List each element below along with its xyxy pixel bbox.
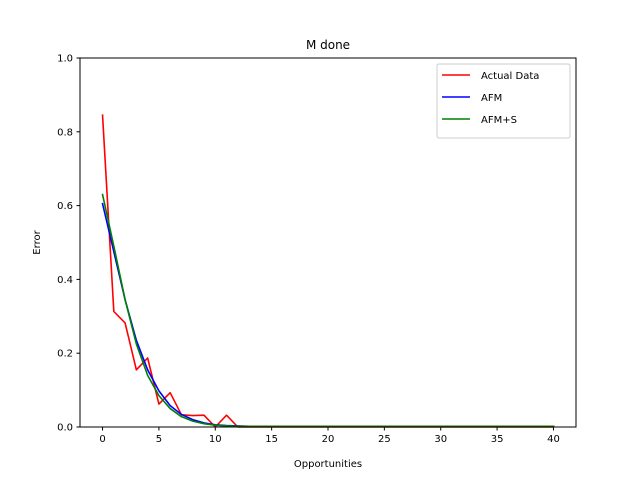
x-axis-label: Opportunities [294,459,362,470]
legend-label: Actual Data [481,71,539,82]
x-tick-label: 40 [547,434,560,445]
x-tick-label: 15 [265,434,278,445]
x-tick-label: 0 [99,434,105,445]
plot-frame [79,57,577,428]
x-tick-label: 5 [156,434,162,445]
x-axis: 0 5 10 15 20 25 30 35 40 [99,427,560,445]
y-tick-label: 0.0 [57,423,73,434]
series-line-afm-s [101,193,555,428]
legend-label: AFM+S [481,115,517,126]
x-tick-label: 30 [434,434,447,445]
legend: Actual Data AFM AFM+S [436,63,571,139]
chart-title: M done [306,38,350,52]
y-axis: 0.0 0.2 0.4 0.6 0.8 1.0 [57,54,80,434]
x-tick-label: 25 [378,434,391,445]
y-tick-label: 1.0 [57,54,73,65]
y-tick-label: 0.6 [57,201,73,212]
legend-label: AFM [481,93,502,104]
x-tick-label: 10 [209,434,222,445]
x-tick-label: 20 [322,434,335,445]
y-tick-label: 0.2 [57,349,73,360]
y-tick-label: 0.4 [57,275,73,286]
y-axis-label: Error [32,229,43,254]
x-tick-label: 35 [491,434,504,445]
y-tick-label: 0.8 [57,127,73,138]
legend-box [436,63,571,139]
